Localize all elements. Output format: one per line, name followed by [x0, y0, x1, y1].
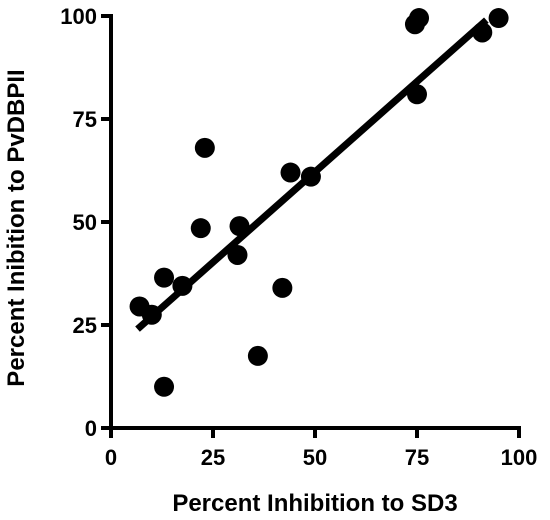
data-point: [472, 22, 493, 43]
data-point: [154, 376, 175, 397]
data-point: [194, 137, 215, 158]
x-axis-title: Percent Inhibition to SD3: [172, 490, 457, 517]
data-point: [229, 216, 250, 237]
x-tick-label: 100: [501, 445, 538, 470]
data-point: [272, 277, 293, 298]
data-point: [227, 244, 248, 265]
x-tick-label: 25: [201, 445, 225, 470]
x-axis-ticks: 0 25 50 75 100: [105, 428, 537, 470]
y-tick-label: 75: [73, 107, 97, 132]
data-point: [154, 267, 175, 288]
data-point: [488, 8, 509, 29]
x-tick-label: 0: [105, 445, 117, 470]
x-tick-label: 75: [405, 445, 429, 470]
data-point: [172, 275, 193, 296]
data-point: [141, 304, 162, 325]
data-point: [300, 166, 321, 187]
data-point: [190, 218, 211, 239]
data-point: [280, 162, 301, 183]
y-tick-label: 25: [73, 313, 97, 338]
x-tick-label: 50: [303, 445, 327, 470]
y-tick-label: 50: [73, 210, 97, 235]
y-axis-ticks: 0 25 50 75 100: [60, 4, 111, 441]
data-point: [247, 345, 268, 366]
plot-area: 0 25 50 75 100 0 25 50 75 100: [60, 4, 537, 470]
y-tick-label: 0: [85, 416, 97, 441]
y-axis-title: Percent Inibition to PvDBPII: [3, 69, 30, 386]
data-point: [407, 84, 427, 105]
data-point: [409, 8, 430, 29]
y-tick-label: 100: [60, 4, 97, 29]
data-points: [129, 8, 509, 397]
